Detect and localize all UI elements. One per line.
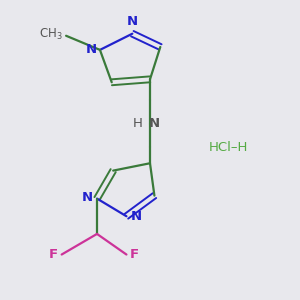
Text: H: H <box>133 117 142 130</box>
Text: N: N <box>131 210 142 223</box>
Text: N: N <box>82 190 93 204</box>
Text: F: F <box>49 248 58 261</box>
Text: N: N <box>85 44 96 56</box>
Text: HCl–H: HCl–H <box>209 141 248 154</box>
Text: N: N <box>148 117 160 130</box>
Text: CH$_3$: CH$_3$ <box>39 27 63 42</box>
Text: N: N <box>127 15 138 28</box>
Text: F: F <box>130 248 139 261</box>
